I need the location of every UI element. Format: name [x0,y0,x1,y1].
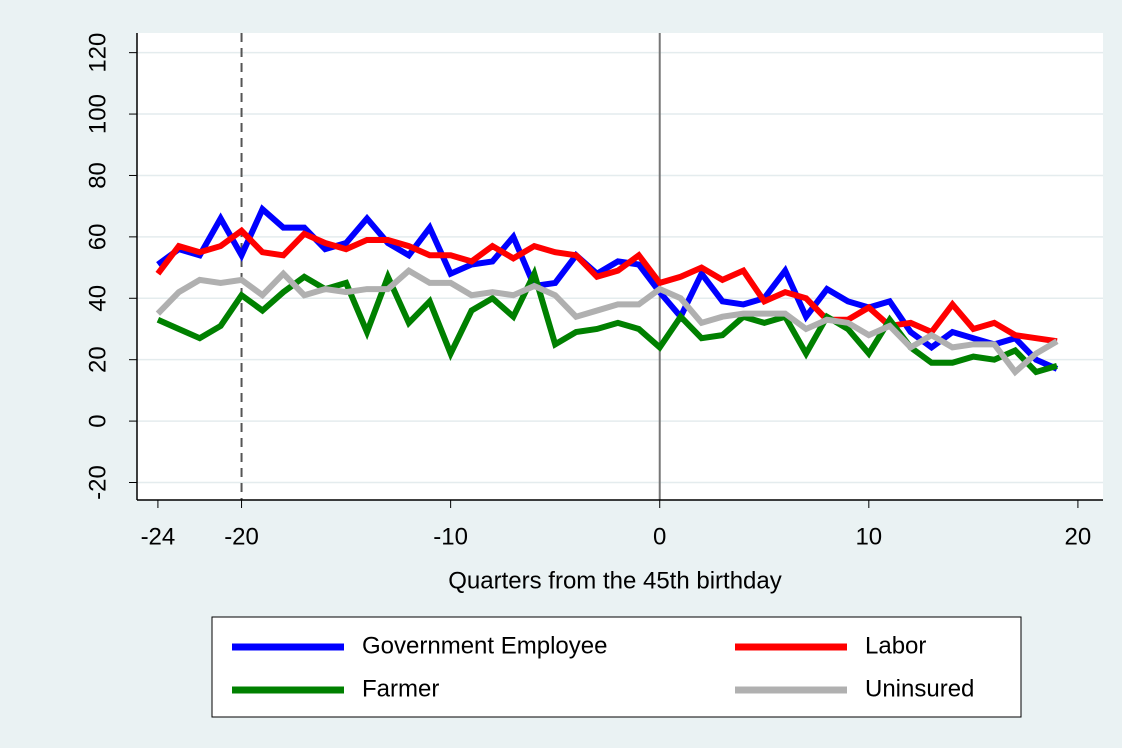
series-line [155,226,1058,345]
x-axis-title: Quarters from the 45th birthday [448,567,782,594]
series-line [156,204,1059,372]
x-tick-label: -10 [433,523,468,550]
y-tick-label: 80 [84,162,111,189]
y-tick-label: -20 [84,465,111,500]
x-tick-label: 0 [653,523,666,550]
x-tick-label: 10 [855,523,882,550]
y-tick-label: 0 [84,414,111,427]
y-tick-label: 120 [84,33,111,73]
legend-label: Government Employee [362,632,607,659]
y-tick-label: 20 [84,346,111,373]
legend-label: Labor [865,632,926,659]
y-tick-label: 100 [84,94,111,134]
y-tick-label: 60 [84,224,111,251]
x-tick-label: -24 [141,523,176,550]
series-line [155,266,1059,377]
y-tick-label: 40 [84,285,111,312]
legend-label: Uninsured [865,675,974,702]
legend [211,616,1022,718]
legend-label: Farmer [362,675,439,702]
x-tick-label: -20 [224,523,259,550]
x-tick-label: 20 [1065,523,1092,550]
